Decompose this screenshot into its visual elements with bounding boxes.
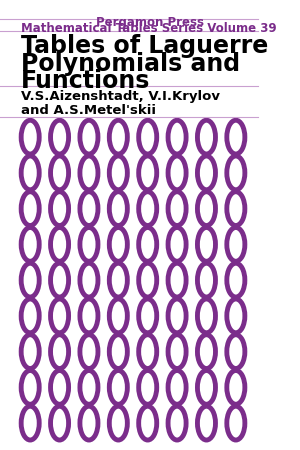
Text: and A.S.Metel'skii: and A.S.Metel'skii bbox=[21, 104, 156, 117]
Text: Pergamon Press: Pergamon Press bbox=[96, 16, 204, 29]
Text: V.S.Aizenshtadt, V.I.Krylov: V.S.Aizenshtadt, V.I.Krylov bbox=[21, 90, 220, 103]
Text: Polynomials and: Polynomials and bbox=[21, 52, 240, 76]
Text: Tables of Laguerre: Tables of Laguerre bbox=[21, 34, 268, 58]
Text: Functions: Functions bbox=[21, 69, 150, 93]
Text: Mathematical Tables Series Volume 39: Mathematical Tables Series Volume 39 bbox=[21, 22, 276, 36]
